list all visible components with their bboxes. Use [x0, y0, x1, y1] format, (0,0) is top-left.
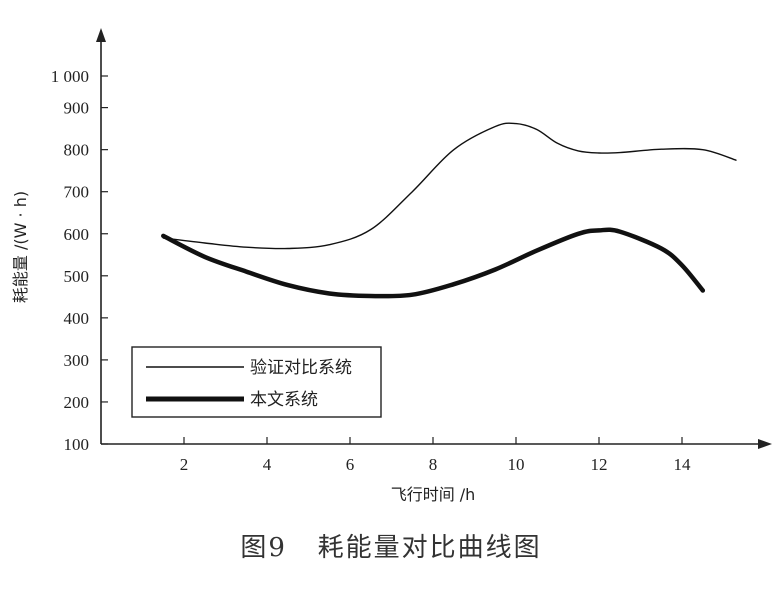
y-axis-arrow: [96, 28, 106, 42]
y-tick-label-top: 1 000: [51, 67, 89, 86]
x-tick-label: 10: [508, 455, 525, 474]
y-tick-label: 700: [64, 183, 90, 202]
y-tick-label: 800: [64, 141, 90, 160]
series-line-validation: [162, 122, 737, 250]
x-tick-label: 8: [429, 455, 438, 474]
y-axis-title: 耗能量 /(W · h): [11, 191, 30, 303]
x-tick-label: 4: [263, 455, 272, 474]
series-group: [161, 122, 737, 299]
x-tick-label: 12: [591, 455, 608, 474]
y-tick-label: 100: [64, 435, 90, 454]
figure-caption: 图9 耗能量对比曲线图: [240, 533, 541, 563]
y-tick-label: 300: [64, 351, 90, 370]
x-axis-arrow: [758, 439, 772, 449]
x-ticks: 2 4 6 8 10 12 14: [180, 437, 691, 474]
legend-label-proposed: 本文系统: [250, 390, 318, 410]
y-tick-label: 600: [64, 225, 90, 244]
series-line-proposed: [161, 227, 706, 299]
x-tick-label: 2: [180, 455, 189, 474]
x-tick-label: 6: [346, 455, 355, 474]
y-tick-label: 900: [64, 99, 90, 118]
x-tick-label: 14: [674, 455, 692, 474]
y-tick-label: 400: [64, 309, 90, 328]
y-tick-label: 200: [64, 393, 90, 412]
legend-label-validation: 验证对比系统: [250, 358, 352, 378]
legend-box: [131, 346, 382, 418]
legend: 验证对比系统 本文系统: [131, 346, 382, 418]
x-axis-title: 飞行时间 /h: [391, 485, 476, 504]
y-ticks: 100 200 300 400 500 600 700 800 900: [64, 75, 108, 454]
y-tick-label: 500: [64, 267, 90, 286]
